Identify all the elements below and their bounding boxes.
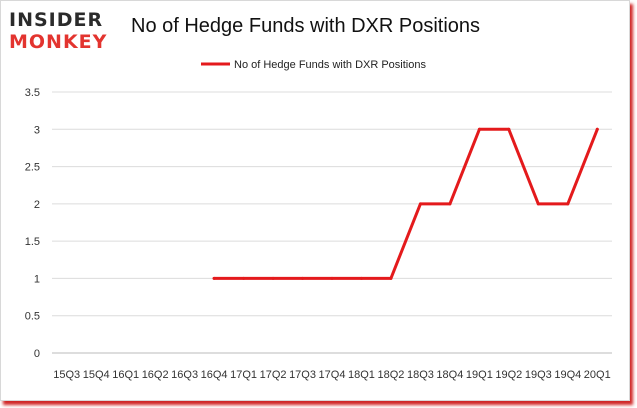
x-tick-label: 19Q2 <box>495 369 522 381</box>
x-tick-label: 16Q4 <box>201 369 228 381</box>
y-tick-label: 0.5 <box>25 311 40 323</box>
data-point <box>536 202 540 206</box>
logo-line-monkey: MONKEY <box>9 31 108 53</box>
data-point <box>448 202 452 206</box>
y-tick-label: 3.5 <box>25 87 40 99</box>
x-tick-label: 17Q4 <box>319 369 346 381</box>
y-tick-label: 0 <box>34 348 40 360</box>
data-point <box>595 127 599 131</box>
data-point <box>389 276 393 280</box>
chart-frame: INSIDER MONKEY No of Hedge Funds with DX… <box>0 0 630 401</box>
x-tick-label: 15Q4 <box>83 369 110 381</box>
x-tick-label: 19Q4 <box>554 369 581 381</box>
x-tick-label: 17Q3 <box>289 369 316 381</box>
x-tick-label: 19Q3 <box>525 369 552 381</box>
series-group <box>212 127 599 280</box>
x-tick-label: 15Q3 <box>53 369 80 381</box>
x-tick-label: 18Q4 <box>436 369 463 381</box>
x-tick-label: 17Q1 <box>230 369 257 381</box>
x-tick-label: 16Q3 <box>171 369 198 381</box>
data-point <box>359 276 363 280</box>
series-line <box>212 127 599 280</box>
legend-label: No of Hedge Funds with DXR Positions <box>234 59 426 71</box>
y-axis-ticks: 0 0.5 1 1.5 2 2.5 3 3.5 <box>25 87 40 360</box>
y-tick-label: 3 <box>34 124 40 136</box>
x-tick-label: 18Q2 <box>377 369 404 381</box>
legend: No of Hedge Funds with DXR Positions <box>201 59 426 71</box>
x-tick-label: 18Q3 <box>407 369 434 381</box>
x-tick-label: 16Q1 <box>112 369 139 381</box>
data-point <box>566 202 570 206</box>
data-point <box>301 276 305 280</box>
grid-lines <box>52 91 612 354</box>
x-tick-label: 16Q2 <box>142 369 169 381</box>
chart-title: No of Hedge Funds with DXR Positions <box>131 15 481 37</box>
data-point <box>212 276 216 280</box>
y-tick-label: 2.5 <box>25 162 40 174</box>
data-point <box>507 127 511 131</box>
x-tick-label: 18Q1 <box>348 369 375 381</box>
data-point <box>477 127 481 131</box>
y-tick-label: 1.5 <box>25 236 40 248</box>
insider-monkey-logo: INSIDER MONKEY <box>9 9 121 55</box>
x-tick-label: 17Q2 <box>260 369 287 381</box>
x-tick-label: 19Q1 <box>466 369 493 381</box>
data-point <box>418 202 422 206</box>
x-tick-label: 20Q1 <box>584 369 611 381</box>
data-point <box>271 276 275 280</box>
x-axis-ticks: 15Q3 15Q4 16Q1 16Q2 16Q3 16Q4 17Q1 17Q2 17Q3 17Q4… <box>53 369 610 381</box>
y-tick-label: 2 <box>34 199 40 211</box>
y-tick-label: 1 <box>34 273 40 285</box>
data-point <box>242 276 246 280</box>
logo-line-insider: INSIDER <box>9 9 104 31</box>
data-point <box>330 276 334 280</box>
